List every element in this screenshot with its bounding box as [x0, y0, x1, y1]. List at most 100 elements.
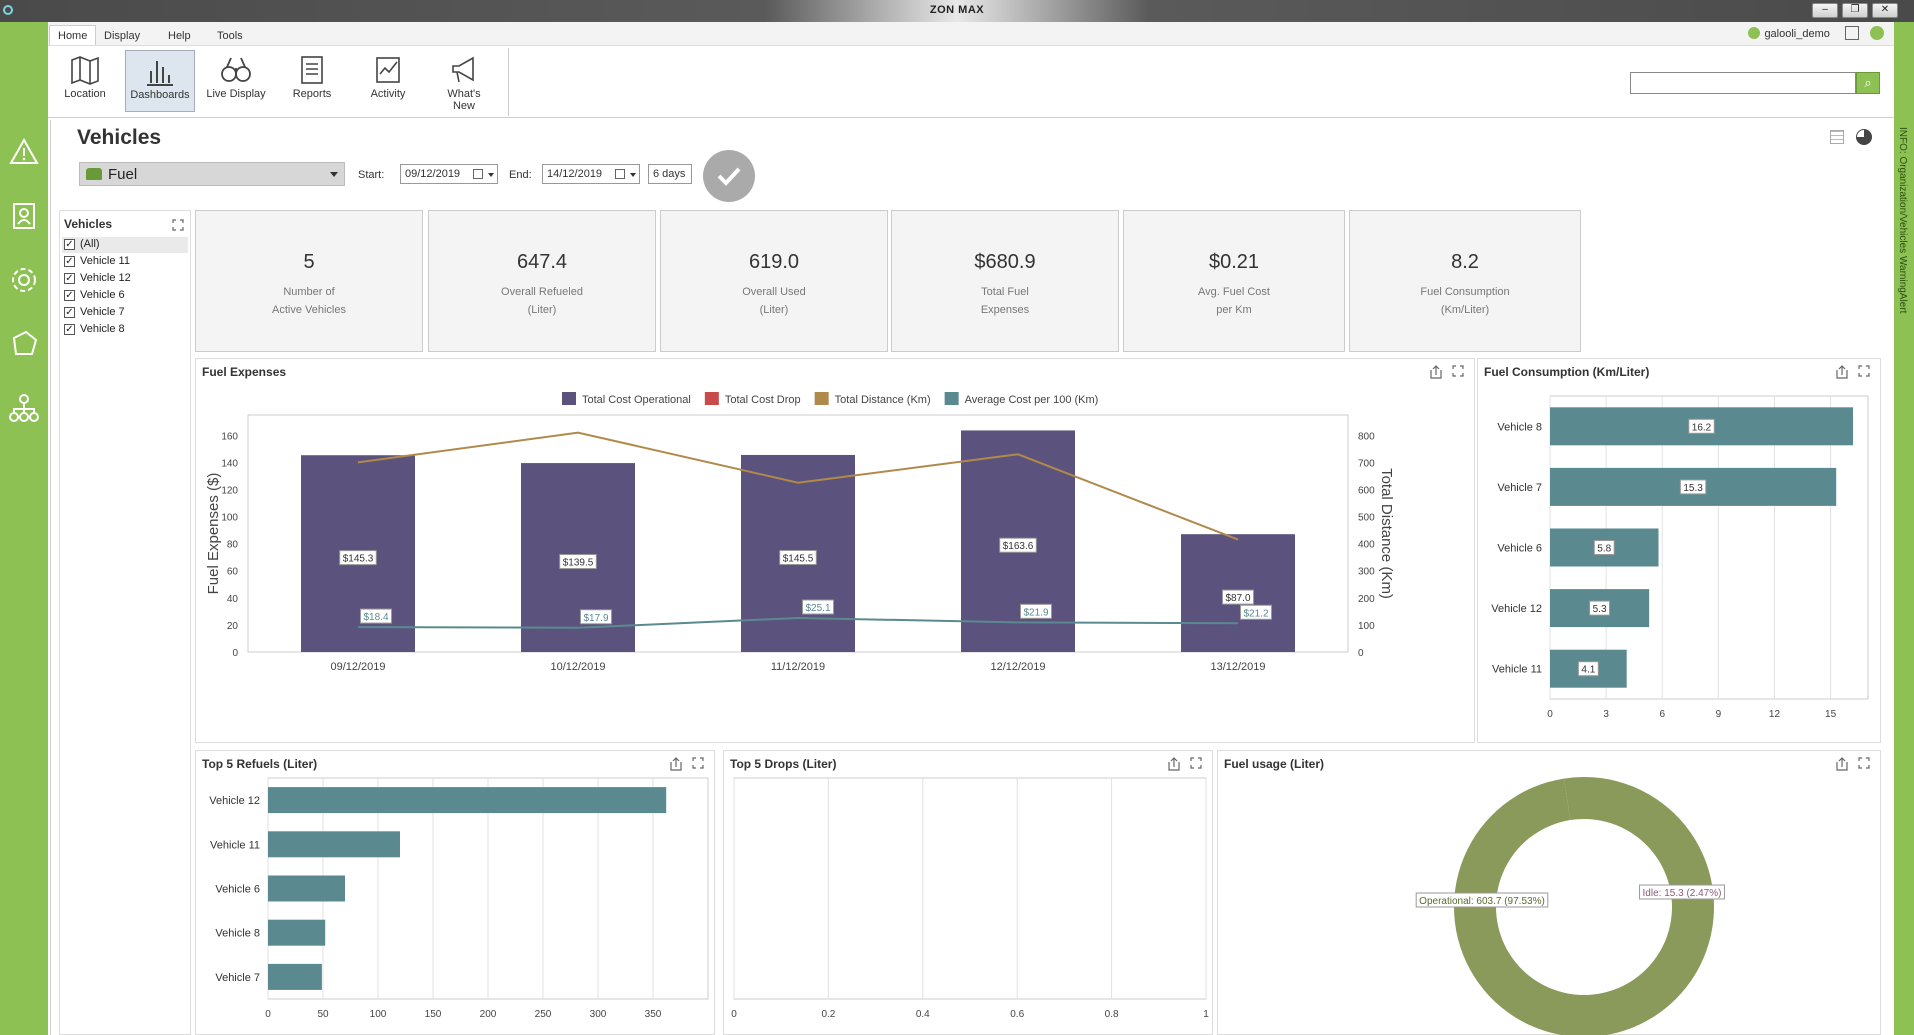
kpi-card: 647.4 Overall Refueled (Liter) [428, 210, 656, 352]
warning-icon[interactable] [8, 136, 40, 168]
fuel-usage-chart: Operational: 603.7 (97.53%) Idle: 15.3 (2… [1415, 777, 1725, 1035]
x-tick-label: 300 [590, 1009, 607, 1020]
ribbon-toolbar: Location Dashboards Live Display Reports… [48, 46, 1894, 118]
svg-text:16.2: 16.2 [1692, 422, 1712, 433]
tab-tools[interactable]: Tools [217, 30, 243, 42]
x-tick-label: 0.4 [916, 1009, 930, 1020]
vehicle-filter-item[interactable]: ✓ Vehicle 12 [62, 271, 188, 287]
user-area[interactable]: galooli_demo [1748, 26, 1884, 40]
fuel-expenses-chart: Total Cost Operational Total Cost Drop Tot… [205, 392, 1395, 673]
data-label: 5.8 [1593, 540, 1615, 555]
y-tick-label: Vehicle 12 [209, 795, 260, 807]
svg-text:$21.9: $21.9 [1023, 607, 1048, 618]
vehicle-filter-label: Vehicle 11 [80, 255, 130, 267]
reports-button[interactable]: Reports [277, 50, 347, 112]
calendar-icon[interactable] [473, 169, 483, 179]
panel-export-icon[interactable] [1428, 364, 1468, 380]
y-tick-label: Vehicle 7 [1497, 482, 1542, 494]
y-tick-label: 60 [227, 567, 239, 578]
data-label: $145.5 [779, 549, 817, 565]
svg-text:$145.5: $145.5 [783, 553, 814, 564]
calendar-icon[interactable] [615, 169, 625, 179]
user-icon [1748, 27, 1761, 39]
top-drops-title: Top 5 Drops (Liter) [730, 757, 837, 771]
svg-text:Operational: 603.7 (97.53%): Operational: 603.7 (97.53%) [1419, 896, 1545, 907]
top-refuels-title: Top 5 Refuels (Liter) [202, 757, 318, 771]
dashboard-select[interactable]: Fuel [79, 162, 345, 186]
panel-export-icon[interactable] [1166, 756, 1206, 772]
geofence-icon[interactable] [8, 328, 40, 360]
legend-label: Total Cost Operational [582, 394, 691, 406]
data-label: $87.0 [1221, 589, 1255, 605]
x-tick-label: 3 [1603, 709, 1609, 720]
panel-export-icon[interactable] [1834, 756, 1874, 772]
checkbox[interactable]: ✓ [64, 239, 75, 250]
svg-text:$21.2: $21.2 [1243, 608, 1268, 619]
legend-swatch [562, 392, 576, 405]
dashboards-button[interactable]: Dashboards [125, 50, 195, 112]
checkbox[interactable]: ✓ [64, 324, 75, 335]
checkbox[interactable]: ✓ [64, 256, 75, 267]
y-tick-label: Vehicle 12 [1491, 603, 1542, 615]
vehicle-filter-item[interactable]: ✓ (All) [62, 237, 188, 253]
checkbox[interactable]: ✓ [64, 307, 75, 318]
y-tick-label: 140 [221, 458, 238, 469]
whats-new-button[interactable]: What's New [429, 50, 499, 112]
vehicle-filter-item[interactable]: ✓ Vehicle 8 [62, 322, 188, 338]
x-tick-label: 1 [1203, 1009, 1209, 1020]
location-button[interactable]: Location [50, 50, 120, 112]
right-info-strip[interactable]: INFO: Organization/Vehicles WarningAlert [1894, 22, 1914, 1035]
y-tick-label: Vehicle 8 [1497, 421, 1542, 433]
y2-axis-title: Total Distance (Km) [1378, 468, 1395, 599]
vehicle-filter-label: Vehicle 6 [80, 289, 125, 301]
svg-text:$87.0: $87.0 [1225, 593, 1250, 604]
start-date-field[interactable]: 09/12/2019 [400, 164, 498, 184]
days-count: 6 days [648, 164, 692, 184]
info-strip-text: INFO: Organization/Vehicles WarningAlert [1897, 127, 1908, 314]
kpi-card: $680.9 Total Fuel Expenses [891, 210, 1119, 352]
slice-label: Idle: 15.3 (2.47%) [1639, 884, 1725, 900]
report-icon [301, 56, 323, 84]
checkbox[interactable]: ✓ [64, 290, 75, 301]
start-label: Start: [358, 169, 385, 181]
data-label: $145.3 [339, 550, 377, 566]
restore-button[interactable]: ❐ [1842, 3, 1868, 18]
x-tick-label: 15 [1825, 709, 1837, 720]
tab-display[interactable]: Display [104, 30, 141, 42]
minimize-button[interactable]: – [1812, 3, 1838, 18]
panel-export-icon[interactable] [1834, 364, 1874, 380]
svg-text:5.3: 5.3 [1593, 604, 1607, 615]
bar [268, 831, 400, 858]
data-label: 4.1 [1577, 661, 1599, 677]
contacts-icon[interactable] [8, 200, 40, 232]
tab-home[interactable]: Home [49, 25, 97, 45]
panel-export-icon[interactable] [668, 756, 708, 772]
pie-view-icon[interactable] [1856, 129, 1872, 145]
checkbox[interactable]: ✓ [64, 273, 75, 284]
activity-button[interactable]: Activity [353, 50, 423, 112]
x-tick-label: 0 [1547, 709, 1553, 720]
end-date-field[interactable]: 14/12/2019 [542, 164, 640, 184]
kpi-card: 619.0 Overall Used (Liter) [660, 210, 888, 352]
tab-help[interactable]: Help [168, 30, 191, 42]
vehicle-filter-item[interactable]: ✓ Vehicle 11 [62, 254, 188, 270]
hierarchy-icon[interactable] [8, 392, 40, 424]
vehicle-filter-item[interactable]: ✓ Vehicle 6 [62, 288, 188, 304]
gear-icon[interactable] [8, 264, 40, 296]
ribbon-separator [508, 48, 509, 116]
live-display-button[interactable]: Live Display [201, 50, 271, 112]
vehicle-filter-item[interactable]: ✓ Vehicle 7 [62, 305, 188, 321]
search-button[interactable]: ⌕ [1856, 72, 1880, 94]
data-label: $17.9 [579, 609, 613, 625]
status-icon[interactable] [1870, 26, 1884, 40]
apply-button[interactable] [703, 150, 755, 202]
close-button[interactable]: ✕ [1872, 3, 1898, 18]
grid-view-icon[interactable] [1830, 130, 1844, 144]
logout-icon[interactable] [1844, 26, 1859, 40]
search-input[interactable] [1630, 72, 1856, 94]
y2-tick-label: 300 [1358, 567, 1375, 578]
kpi-value: 647.4 [516, 251, 568, 273]
distance-line [357, 431, 1239, 541]
expand-icon[interactable] [172, 219, 184, 231]
data-label: 15.3 [1679, 479, 1707, 495]
